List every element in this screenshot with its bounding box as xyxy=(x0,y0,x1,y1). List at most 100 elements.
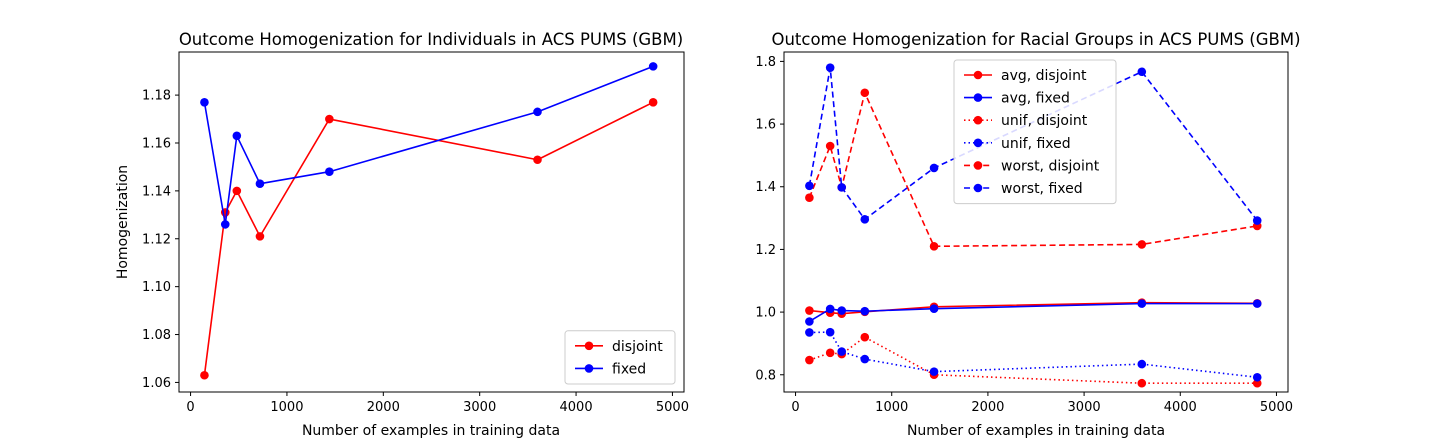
left-chart-data-point xyxy=(232,186,242,196)
left-chart-legend-label: fixed xyxy=(612,361,646,377)
right-chart-legend-swatch-marker xyxy=(973,115,983,125)
right-chart-data-point xyxy=(1252,216,1262,225)
left-chart-ytick-label: 1.10 xyxy=(142,280,171,295)
left-chart-data-point xyxy=(255,232,265,241)
left-chart-ytick-label: 1.14 xyxy=(142,184,171,199)
left-chart-data-point xyxy=(325,114,334,124)
right-chart-legend-label: avg, fixed xyxy=(1001,91,1070,107)
right-chart-data-point xyxy=(825,348,835,358)
right-chart-data-point xyxy=(929,367,939,376)
right-chart-xtick-label: 1000 xyxy=(875,400,908,415)
right-chart-xlabel: Number of examples in training data xyxy=(907,423,1165,439)
left-chart-ytick-label: 1.12 xyxy=(142,232,171,247)
left-chart-legend: disjoint fixed xyxy=(564,330,676,385)
left-chart-ytick-label: 1.18 xyxy=(142,89,171,104)
right-chart-data-point xyxy=(860,215,870,224)
right-chart-legend-swatch-marker xyxy=(973,138,983,148)
left-chart-xtick-label: 2000 xyxy=(367,400,400,415)
right-chart-data-point xyxy=(805,306,814,315)
left-chart-series xyxy=(200,62,658,380)
right-chart-data-point xyxy=(825,141,835,151)
right-chart-legend-label: worst, fixed xyxy=(1001,181,1083,197)
right-chart-legend-swatch-marker xyxy=(973,161,983,170)
right-chart-ytick-label: 1.4 xyxy=(755,180,776,195)
right-chart-data-point xyxy=(929,304,939,313)
right-chart-ytick-label: 0.8 xyxy=(755,368,776,383)
right-chart-xtick-label: 4000 xyxy=(1164,400,1197,415)
left-chart: Outcome Homogenization for Individuals i… xyxy=(115,30,689,439)
right-chart-data-point xyxy=(825,304,835,314)
left-chart-data-point xyxy=(200,370,209,380)
right-chart-legend-label: unif, fixed xyxy=(1001,136,1071,152)
right-chart-ytick-label: 1.6 xyxy=(755,118,776,133)
right-chart-data-point xyxy=(1137,359,1147,369)
right-chart-legend-label: worst, disjoint xyxy=(1001,158,1100,174)
left-chart-ylabel: Homogenization xyxy=(115,165,131,279)
left-chart-data-point xyxy=(220,220,230,229)
right-chart-data-point xyxy=(1137,378,1147,388)
right-chart-legend-swatch-marker xyxy=(973,70,983,80)
right-chart-legend-box xyxy=(953,59,1117,205)
right-chart-data-point xyxy=(929,163,939,173)
right-chart-data-point xyxy=(805,355,814,365)
right-chart-xtick-label: 3000 xyxy=(1068,400,1101,415)
right-chart-ticks: 0 1000 2000 3000 4000 5000 0.8 1.0 1.2 1.4 1.6 1.8 xyxy=(755,55,1293,415)
left-chart-ytick-label: 1.06 xyxy=(142,376,171,391)
left-chart-data-point xyxy=(255,179,265,188)
right-chart-legend-label: avg, disjoint xyxy=(1001,68,1087,84)
left-chart-xtick-label: 0 xyxy=(186,400,194,415)
right-chart-data-point xyxy=(805,317,814,326)
left-chart-ytick-label: 1.08 xyxy=(142,328,171,343)
left-chart-data-point xyxy=(648,62,658,71)
right-chart-xtick-label: 0 xyxy=(791,400,799,415)
left-chart-plot-frame xyxy=(178,51,685,393)
right-chart-plot-frame xyxy=(783,51,1289,393)
left-chart-xtick-label: 3000 xyxy=(463,400,496,415)
right-chart-legend-swatch-marker xyxy=(973,93,983,102)
right-chart-legend-swatch-marker xyxy=(973,183,983,193)
right-chart-data-point xyxy=(860,332,870,342)
right-chart-data-point xyxy=(860,88,870,98)
right-chart-data-point xyxy=(1252,372,1262,382)
right-chart-data-point xyxy=(1252,378,1262,388)
left-chart-xlabel: Number of examples in training data xyxy=(302,423,560,439)
left-chart-data-point xyxy=(232,131,242,141)
left-chart-title: Outcome Homogenization for Individuals i… xyxy=(179,30,683,49)
right-chart: Outcome Homogenization for Racial Groups… xyxy=(755,30,1300,439)
left-chart-data-point xyxy=(648,97,658,107)
right-chart-data-point xyxy=(1137,240,1147,249)
left-chart-legend-swatch-marker xyxy=(584,364,594,373)
left-chart-xtick-label: 4000 xyxy=(560,400,593,415)
right-chart-data-point xyxy=(1137,299,1147,308)
left-chart-xtick-label: 5000 xyxy=(656,400,689,415)
left-chart-legend-swatch-marker xyxy=(584,341,594,351)
right-chart-data-point xyxy=(805,181,814,191)
right-chart-xtick-label: 2000 xyxy=(971,400,1004,415)
left-chart-data-point xyxy=(325,167,334,177)
right-chart-data-point xyxy=(929,241,939,251)
right-chart-data-point xyxy=(825,327,835,337)
right-chart-data-point xyxy=(1137,67,1147,77)
right-chart-series xyxy=(805,63,1262,388)
left-chart-data-point xyxy=(533,155,542,165)
right-chart-data-point xyxy=(825,63,835,72)
right-chart-ytick-label: 1.8 xyxy=(755,55,776,70)
right-chart-data-point xyxy=(805,193,814,203)
right-chart-legend: avg, disjoint avg, fixed unif, disjoint uni… xyxy=(953,59,1117,205)
right-chart-data-point xyxy=(860,354,870,364)
right-chart-data-point xyxy=(805,328,814,337)
left-chart-legend-label: disjoint xyxy=(612,339,663,355)
left-chart-ytick-label: 1.16 xyxy=(142,136,171,151)
right-chart-ytick-label: 1.2 xyxy=(755,243,776,258)
right-chart-xtick-label: 5000 xyxy=(1260,400,1293,415)
right-chart-title: Outcome Homogenization for Racial Groups… xyxy=(771,30,1300,49)
left-chart-xtick-label: 1000 xyxy=(270,400,303,415)
right-chart-ytick-label: 1.0 xyxy=(755,306,776,321)
left-chart-data-point xyxy=(200,97,209,107)
left-chart-ticks: 0 1000 2000 3000 4000 5000 1.06 1.08 1.10 1.12 1.1… xyxy=(142,89,689,415)
left-chart-data-point xyxy=(533,107,542,117)
right-chart-data-point xyxy=(860,306,870,316)
right-chart-data-point xyxy=(837,306,847,315)
right-chart-data-point xyxy=(1252,299,1262,308)
